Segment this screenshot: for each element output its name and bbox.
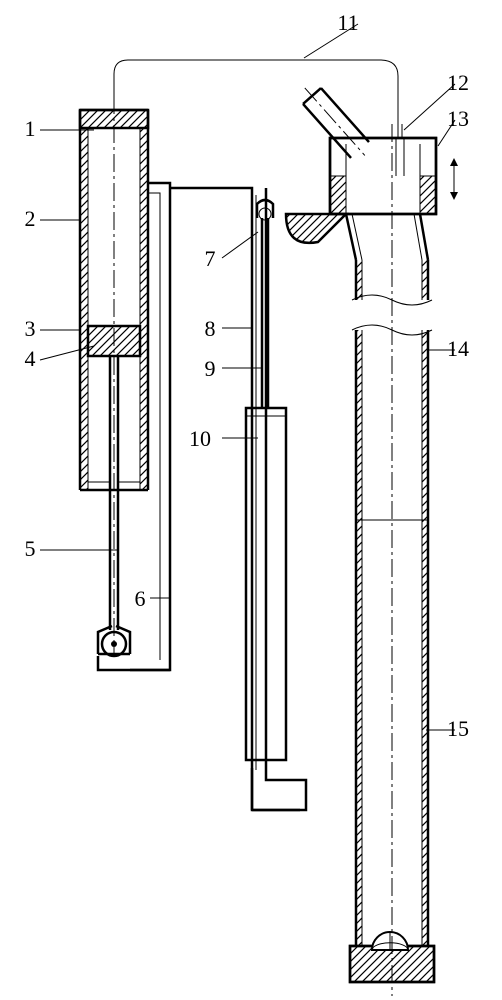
label-8-text: 8	[205, 316, 216, 341]
label-2-text: 2	[25, 206, 36, 231]
label-14: 14	[428, 336, 469, 361]
label-9: 9	[205, 356, 263, 381]
label-13: 13	[438, 106, 469, 146]
frame-support	[130, 183, 306, 810]
right-assembly	[286, 124, 436, 996]
motion-arrow	[450, 158, 458, 200]
label-2: 2	[25, 206, 81, 231]
label-7-text: 7	[205, 246, 216, 271]
label-1-text: 1	[25, 116, 36, 141]
label-7: 7	[205, 232, 259, 271]
label-11-text: 11	[337, 10, 358, 35]
label-4-text: 4	[25, 346, 36, 371]
label-9-text: 9	[205, 356, 216, 381]
label-8: 8	[205, 316, 253, 341]
left-cylinder	[80, 96, 148, 656]
label-3: 3	[25, 316, 81, 341]
inlet-pipe	[303, 88, 369, 158]
label-15: 15	[426, 716, 469, 741]
label-11: 11	[304, 10, 359, 58]
collar-7	[286, 214, 346, 243]
label-10: 10	[189, 426, 258, 451]
label-10-text: 10	[189, 426, 211, 451]
label-12-text: 12	[447, 70, 469, 95]
label-5: 5	[25, 536, 119, 561]
roller-bracket	[98, 626, 170, 670]
label-14-text: 14	[447, 336, 469, 361]
label-13-text: 13	[447, 106, 469, 131]
label-5-text: 5	[25, 536, 36, 561]
label-15-text: 15	[447, 716, 469, 741]
label-6-text: 6	[135, 586, 146, 611]
label-3-text: 3	[25, 316, 36, 341]
label-6: 6	[135, 586, 171, 611]
